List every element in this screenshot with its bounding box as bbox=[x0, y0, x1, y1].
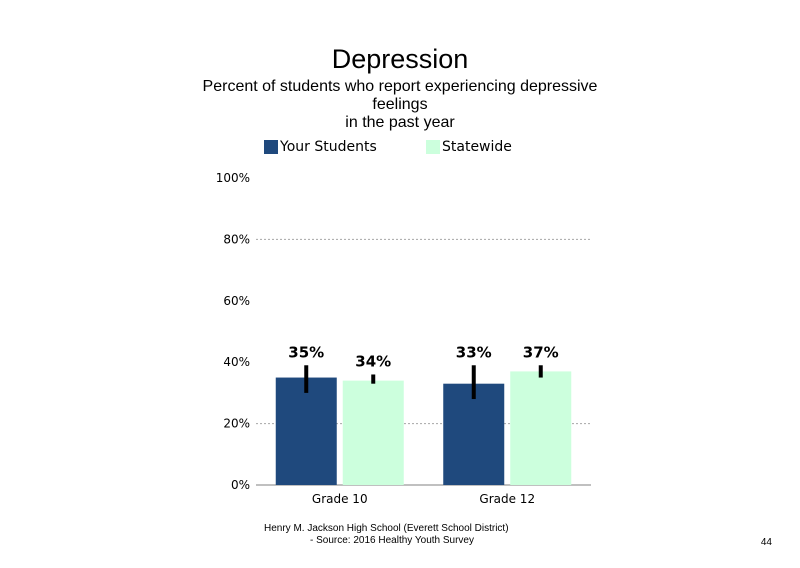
footer-source-line: - Source: 2016 Healthy Youth Survey bbox=[310, 535, 474, 546]
y-tick-label: 0% bbox=[231, 478, 250, 492]
data-label: 37% bbox=[523, 343, 559, 361]
subtitle-line: Percent of students who report experienc… bbox=[202, 78, 598, 95]
page-number: 44 bbox=[760, 537, 772, 548]
chart-title: Depression bbox=[331, 44, 469, 74]
bar bbox=[342, 380, 404, 485]
legend-label: Statewide bbox=[442, 139, 512, 155]
x-tick-label: Grade 12 bbox=[479, 492, 535, 506]
data-label: 35% bbox=[288, 343, 324, 361]
legend-swatch bbox=[426, 140, 440, 154]
legend-item-your-students: Your Students bbox=[264, 139, 377, 155]
y-tick-label: 60% bbox=[223, 294, 250, 308]
bar bbox=[443, 383, 505, 485]
y-tick-label: 100% bbox=[216, 171, 250, 185]
y-tick-label: 20% bbox=[223, 417, 250, 431]
footer-source: Henry M. Jackson High School (Everett Sc… bbox=[240, 523, 560, 547]
y-tick-label: 40% bbox=[223, 355, 250, 369]
legend-swatch bbox=[264, 140, 278, 154]
bar bbox=[510, 371, 572, 485]
data-label: 34% bbox=[355, 352, 391, 370]
data-label: 33% bbox=[456, 343, 492, 361]
legend-label: Your Students bbox=[280, 139, 377, 155]
y-tick-label: 80% bbox=[223, 232, 250, 246]
legend-item-statewide: Statewide bbox=[426, 139, 512, 155]
footer-school: Henry M. Jackson High School (Everett Sc… bbox=[264, 523, 509, 534]
chart-subtitle: Percent of students who report experienc… bbox=[190, 78, 610, 132]
bar bbox=[275, 377, 337, 485]
subtitle-line: feelings bbox=[372, 96, 428, 113]
x-tick-label: Grade 10 bbox=[312, 492, 368, 506]
subtitle-line: in the past year bbox=[345, 114, 455, 131]
